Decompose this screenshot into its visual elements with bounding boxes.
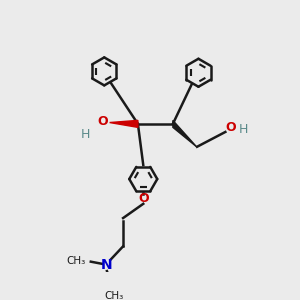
- Text: CH₃: CH₃: [66, 256, 85, 266]
- Text: O: O: [139, 192, 149, 205]
- Text: CH₃: CH₃: [104, 291, 123, 300]
- Text: H: H: [81, 128, 90, 141]
- Polygon shape: [110, 120, 138, 128]
- Polygon shape: [173, 120, 196, 147]
- Text: N: N: [101, 258, 113, 272]
- Text: O: O: [97, 115, 108, 128]
- Text: H: H: [239, 123, 248, 136]
- Text: O: O: [225, 121, 236, 134]
